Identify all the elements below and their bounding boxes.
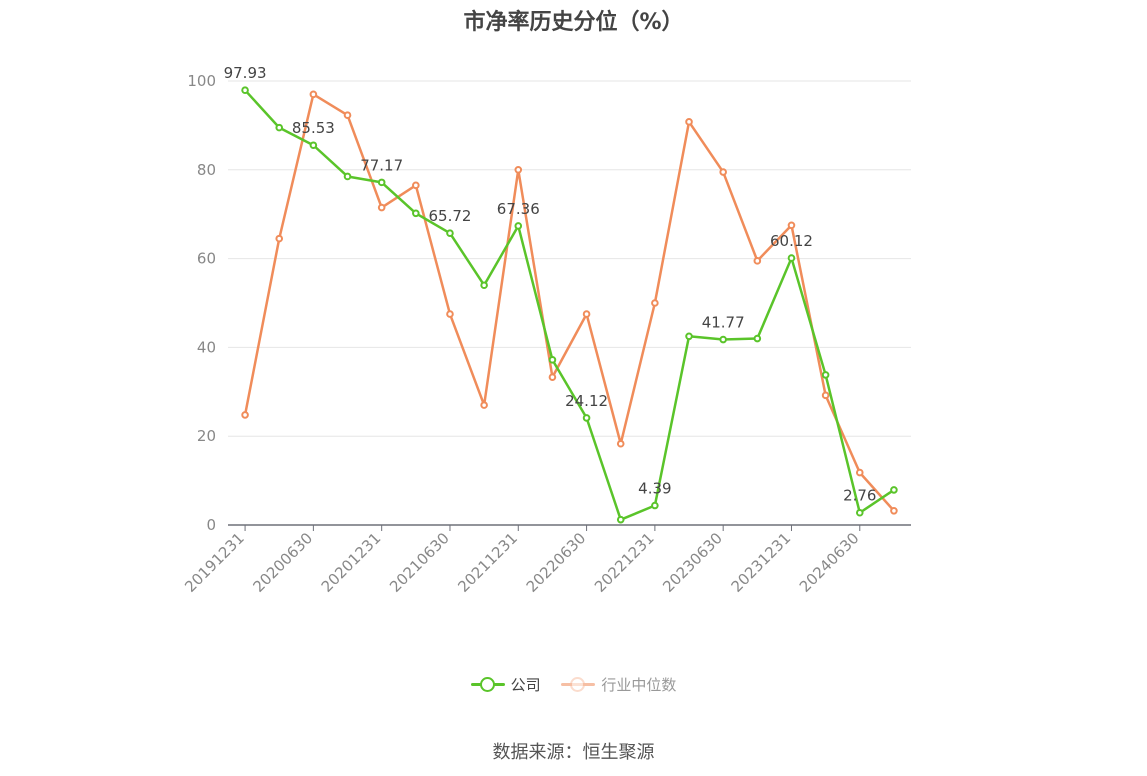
- data-point-1: [275, 234, 284, 243]
- chart-title: 市净率历史分位（%）: [463, 10, 684, 35]
- data-point-1: [582, 310, 591, 318]
- data-point-0: [582, 414, 591, 422]
- legend-line-icon: [470, 677, 505, 692]
- data-point-1: [548, 373, 557, 381]
- x-tick-label: 20211231: [454, 529, 521, 596]
- y-tick-label: 100: [187, 72, 216, 90]
- x-tick-label: 20210630: [386, 529, 453, 596]
- data-label: 4.39: [638, 480, 671, 498]
- data-label: 67.36: [497, 200, 540, 218]
- data-point-0: [343, 172, 352, 181]
- data-point-1: [890, 506, 898, 515]
- data-point-1: [480, 401, 488, 409]
- x-tick-label: 20200630: [249, 529, 316, 596]
- x-tick-label: 20201231: [318, 529, 385, 596]
- legend-item-industry-median[interactable]: 行业中位数: [561, 674, 676, 695]
- data-label: 77.17: [360, 156, 403, 174]
- data-point-0: [685, 332, 693, 341]
- series-line-0: [244, 89, 895, 521]
- data-point-0: [275, 123, 284, 132]
- data-point-1: [514, 166, 523, 174]
- data-label: 60.12: [770, 232, 813, 250]
- data-point-0: [514, 222, 523, 230]
- data-label: 41.77: [702, 314, 745, 332]
- data-point-1: [377, 203, 386, 212]
- y-tick-label: 80: [197, 161, 216, 179]
- data-point-0: [480, 281, 488, 290]
- legend-label-industry-median: 行业中位数: [601, 676, 677, 694]
- data-label: 65.72: [428, 207, 471, 225]
- data-label: 97.93: [224, 64, 267, 82]
- data-point-1: [821, 391, 830, 400]
- legend-item-company[interactable]: 公司: [470, 674, 541, 695]
- data-source: 数据来源：恒生聚源: [492, 742, 655, 763]
- data-point-1: [855, 468, 864, 477]
- data-point-1: [787, 221, 796, 230]
- y-tick-label: 40: [197, 338, 216, 356]
- series-line-1: [243, 93, 895, 512]
- legend-label-company: 公司: [510, 676, 541, 694]
- data-point-0: [412, 209, 420, 218]
- data-label: 24.12: [565, 392, 608, 410]
- data-point-0: [377, 178, 386, 187]
- data-point-0: [241, 86, 249, 94]
- data-point-0: [855, 508, 864, 517]
- y-tick-label: 60: [197, 250, 216, 268]
- legend-line-icon: [561, 677, 596, 692]
- data-point-1: [753, 257, 762, 265]
- data-point-1: [241, 411, 249, 419]
- data-label: 2.76: [843, 487, 876, 505]
- data-point-0: [548, 356, 557, 364]
- data-point-1: [651, 299, 659, 307]
- data-point-0: [787, 254, 796, 262]
- x-tick-label: 20230630: [659, 529, 726, 596]
- x-tick-label: 20220630: [523, 529, 590, 596]
- data-point-1: [446, 310, 454, 318]
- data-point-0: [616, 515, 625, 524]
- x-tick-label: 20240630: [796, 529, 863, 596]
- y-tick-label: 20: [197, 427, 216, 445]
- data-point-0: [753, 334, 762, 343]
- legend-dot-icon: [570, 677, 586, 692]
- y-tick-label: 0: [206, 516, 216, 534]
- data-point-0: [651, 501, 659, 510]
- data-point-1: [719, 168, 727, 176]
- legend-dot-icon: [479, 677, 495, 692]
- data-point-1: [343, 111, 352, 119]
- data-point-1: [616, 439, 625, 448]
- data-point-0: [890, 486, 898, 494]
- x-tick-label: 20221231: [591, 529, 658, 596]
- legend: 公司 行业中位数: [0, 672, 1147, 695]
- data-point-0: [821, 371, 830, 379]
- data-point-0: [719, 335, 727, 344]
- data-label: 85.53: [292, 119, 335, 137]
- data-point-1: [412, 181, 420, 190]
- x-tick-label: 20231231: [728, 529, 795, 596]
- data-point-0: [309, 141, 318, 150]
- x-tick-label: 20191231: [181, 529, 248, 596]
- data-point-0: [446, 229, 454, 238]
- data-point-1: [309, 90, 318, 99]
- data-point-1: [685, 118, 693, 126]
